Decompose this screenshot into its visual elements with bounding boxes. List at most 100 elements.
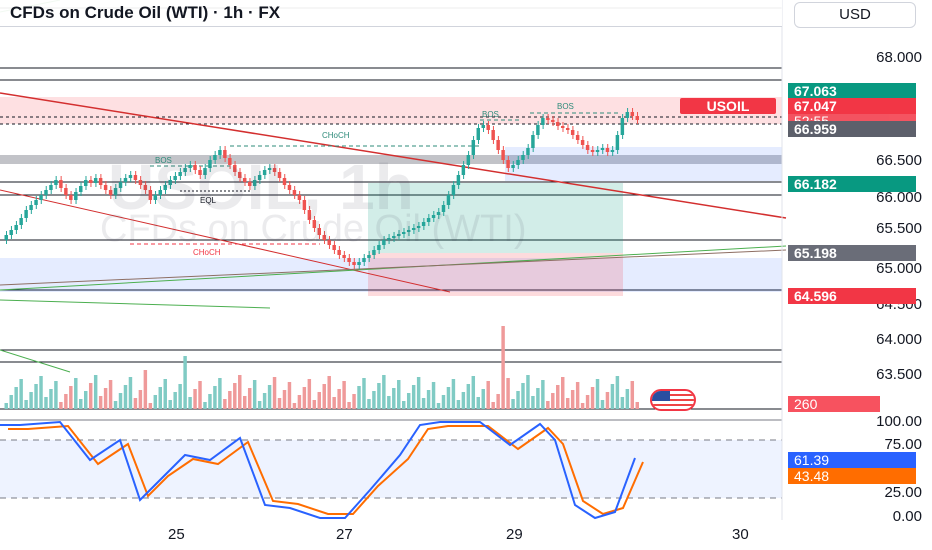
volume-series (4, 326, 639, 409)
volume-bar (451, 379, 456, 409)
volume-bar (64, 394, 68, 409)
currency-button[interactable]: USD (794, 2, 916, 28)
volume-bar (561, 377, 565, 409)
volume-bar (570, 390, 575, 409)
candle-body (605, 148, 610, 152)
demand-zone-blue (505, 147, 782, 181)
candle-body (580, 140, 585, 145)
candle-body (436, 212, 441, 215)
volume-bar (307, 379, 312, 409)
choch-label: CHoCH (322, 131, 350, 140)
volume-bar (392, 388, 396, 409)
volume-bar (113, 401, 118, 409)
volume-bar (511, 399, 515, 409)
candle-body (193, 165, 197, 170)
volume-bar (133, 398, 138, 409)
candle-body (113, 188, 118, 195)
candle-body (128, 175, 133, 178)
volume-bar (416, 377, 421, 409)
volume-bar (148, 403, 153, 409)
volume-bar (292, 403, 297, 409)
candle-body (570, 130, 575, 135)
candle-body (411, 228, 416, 230)
candle-body (297, 195, 302, 200)
volume-bar (282, 390, 287, 409)
candle-body (551, 120, 555, 122)
stoch-d-tag: 43.48 (788, 468, 916, 484)
trendline-red (0, 92, 787, 219)
us-flag-icon[interactable] (650, 389, 696, 411)
candle-body (272, 168, 277, 172)
volume-bar (516, 391, 520, 409)
volume-bar (153, 395, 158, 409)
volume-bar (556, 385, 560, 409)
candle-body (103, 185, 108, 190)
candle-body (546, 118, 550, 120)
volume-bar (377, 383, 381, 409)
candle-body (491, 130, 495, 140)
volume-bar (84, 391, 88, 409)
stop-zone (368, 253, 623, 296)
volume-bar (79, 399, 83, 409)
candle-body (416, 226, 421, 228)
candle-body (466, 155, 471, 165)
volume-bar (625, 389, 630, 409)
candle-body (223, 150, 227, 158)
candle-body (471, 140, 476, 155)
volume-bar (402, 401, 406, 409)
volume-bar (446, 387, 451, 409)
volume-bar (496, 394, 500, 409)
demand-zone-lower (0, 258, 782, 292)
candle-body (9, 230, 13, 235)
volume-bar (19, 379, 23, 409)
candle-body (625, 112, 630, 118)
volume-bar (590, 387, 595, 409)
volume-bar (108, 380, 113, 409)
volume-bar (39, 376, 43, 409)
volume-bar (426, 390, 431, 409)
candle-body (173, 176, 177, 180)
volume-bar (337, 389, 341, 409)
volume-bar (387, 396, 391, 409)
candle-body (337, 250, 341, 255)
volume-bar (223, 399, 227, 409)
candle-body (29, 205, 33, 210)
candle-body (506, 160, 510, 168)
candle-body (630, 112, 635, 116)
candle-body (526, 148, 530, 155)
candle-body (24, 210, 28, 218)
candle-body (98, 178, 103, 185)
price-tag-last: 67.047 (788, 98, 916, 114)
volume-bar (461, 392, 466, 409)
volume-bar (228, 391, 232, 409)
volume-bar (327, 376, 331, 409)
volume-bar (406, 393, 411, 409)
candle-body (600, 148, 605, 150)
candle-body (158, 190, 162, 195)
candle-body (93, 178, 98, 183)
volume-bar (456, 400, 461, 409)
volume-bar (491, 402, 495, 409)
candle-body (238, 172, 242, 178)
candle-body (188, 165, 192, 168)
candle-body (312, 220, 317, 228)
volume-bar (208, 394, 212, 409)
candle-body (277, 172, 282, 178)
candle-body (501, 150, 505, 160)
price-tag-gray: 66.959 (788, 121, 916, 137)
symbol-tag[interactable]: USOIL (680, 98, 776, 114)
target-zone (368, 183, 623, 253)
volume-bar (272, 377, 277, 409)
stoch-d-line (8, 424, 644, 516)
volume-bar (218, 378, 222, 409)
trendline-red-2 (0, 189, 451, 293)
candle-body (282, 178, 287, 185)
volume-bar (332, 397, 336, 409)
price-tag-gray-2: 65.198 (788, 245, 916, 261)
price-tag-red: 64.596 (788, 288, 916, 304)
candle-body (208, 160, 212, 168)
trendline-green-3 (0, 349, 71, 373)
volume-bar (526, 375, 530, 409)
candle-body (521, 155, 525, 160)
